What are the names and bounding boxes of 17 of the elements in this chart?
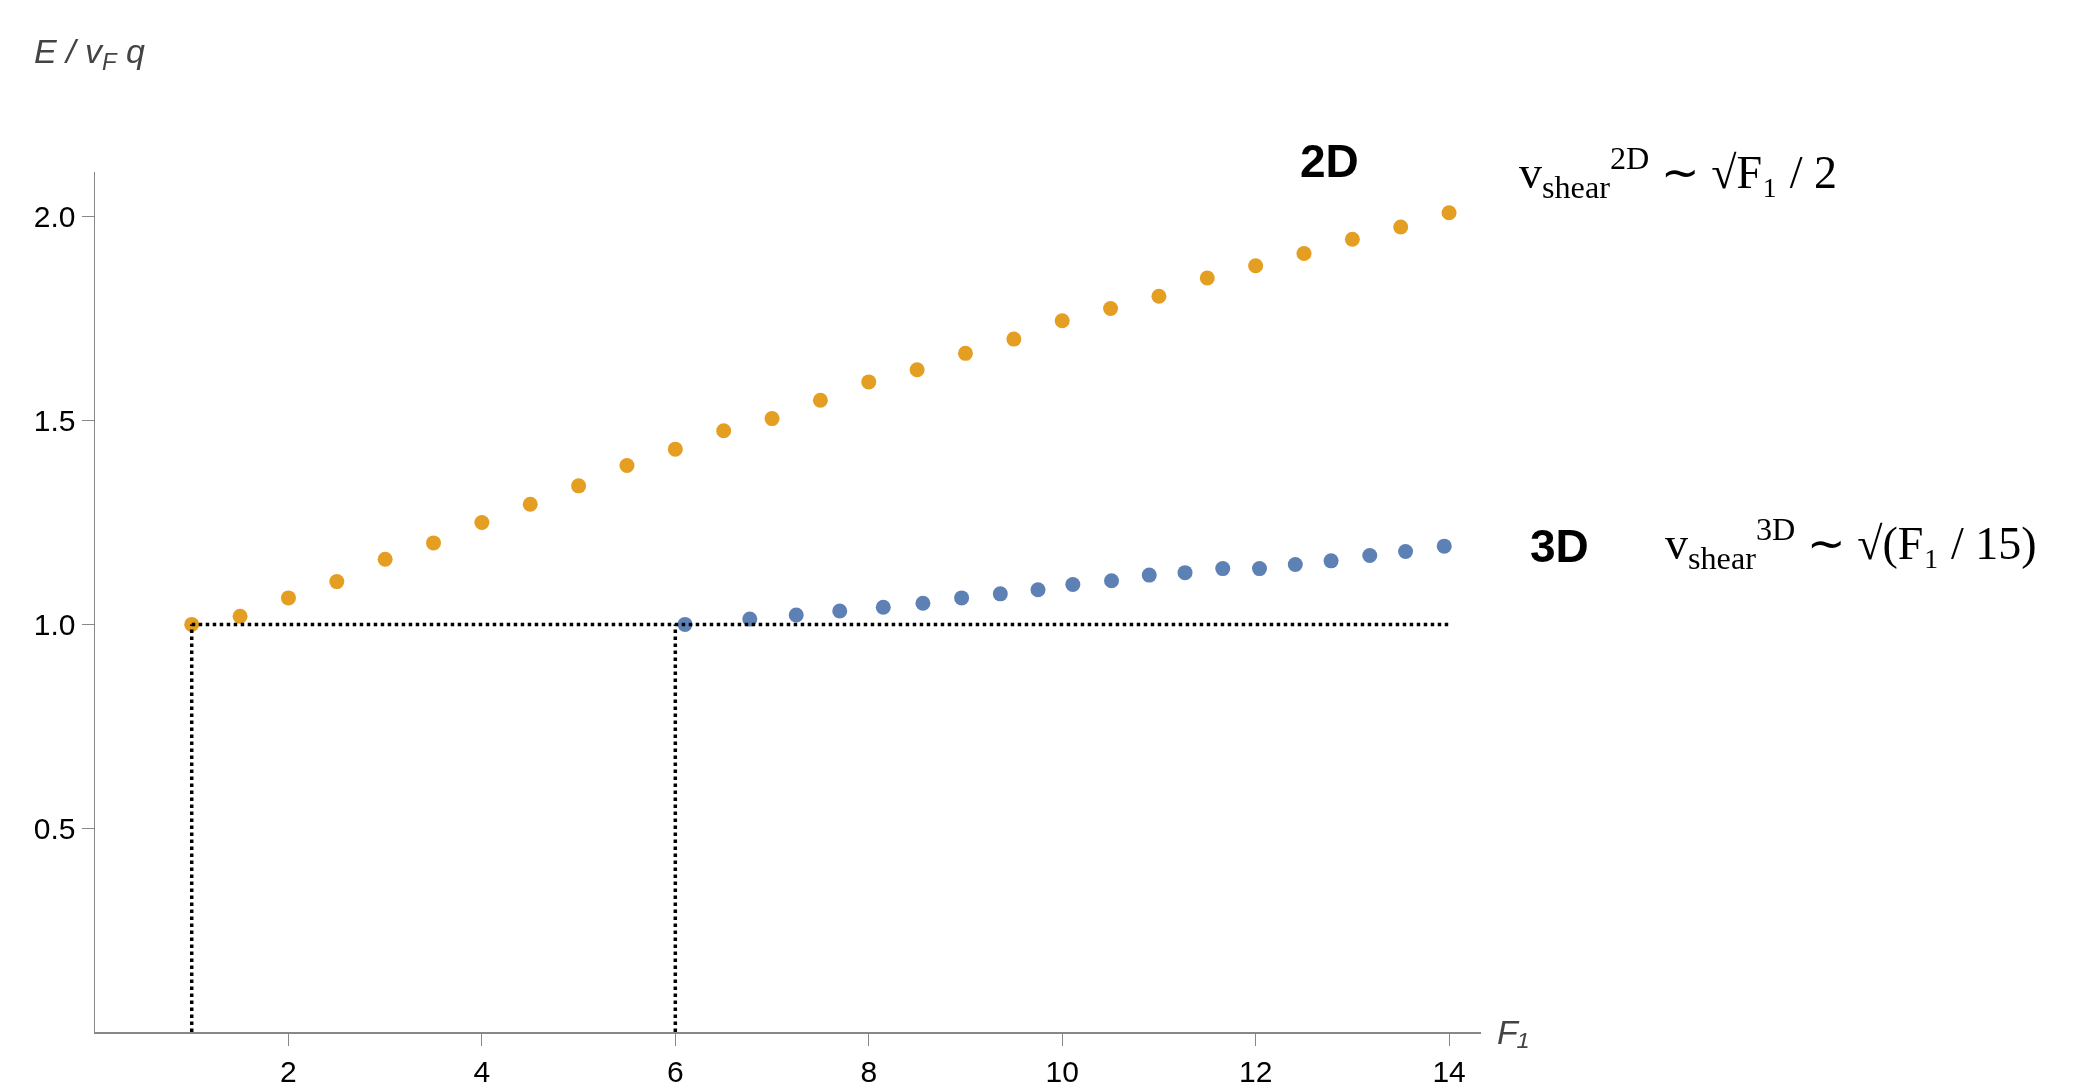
text: v$_{shear}$$^{2D}$ ∼ √F₁ / 2 — [1519, 140, 1837, 205]
series-label: 2D — [1300, 135, 1359, 187]
series-label: 3D — [1530, 520, 1589, 572]
x-tick-label: 2 — [280, 1054, 297, 1086]
x-axis-title: F₁ — [1497, 1013, 1529, 1051]
x-tick-label: 8 — [860, 1054, 878, 1086]
x-tick-label: 10 — [1045, 1054, 1079, 1086]
y-tick-label: 1.5 — [33, 404, 76, 438]
x-tick-label: 6 — [666, 1054, 684, 1086]
text: v$_{shear}$$^{3D}$ ∼ √(F₁ / 15) — [1665, 511, 2037, 576]
y-tick-label: 0.5 — [33, 811, 76, 845]
y-tick-label: 1.0 — [33, 607, 76, 641]
x-tick-label: 4 — [473, 1054, 491, 1086]
y-axis-title: E / v$_{F}$ q — [34, 32, 146, 76]
x-tick-label: 12 — [1238, 1054, 1273, 1086]
x-tick-label: 14 — [1432, 1054, 1466, 1086]
y-tick-label: 2.0 — [33, 200, 76, 234]
